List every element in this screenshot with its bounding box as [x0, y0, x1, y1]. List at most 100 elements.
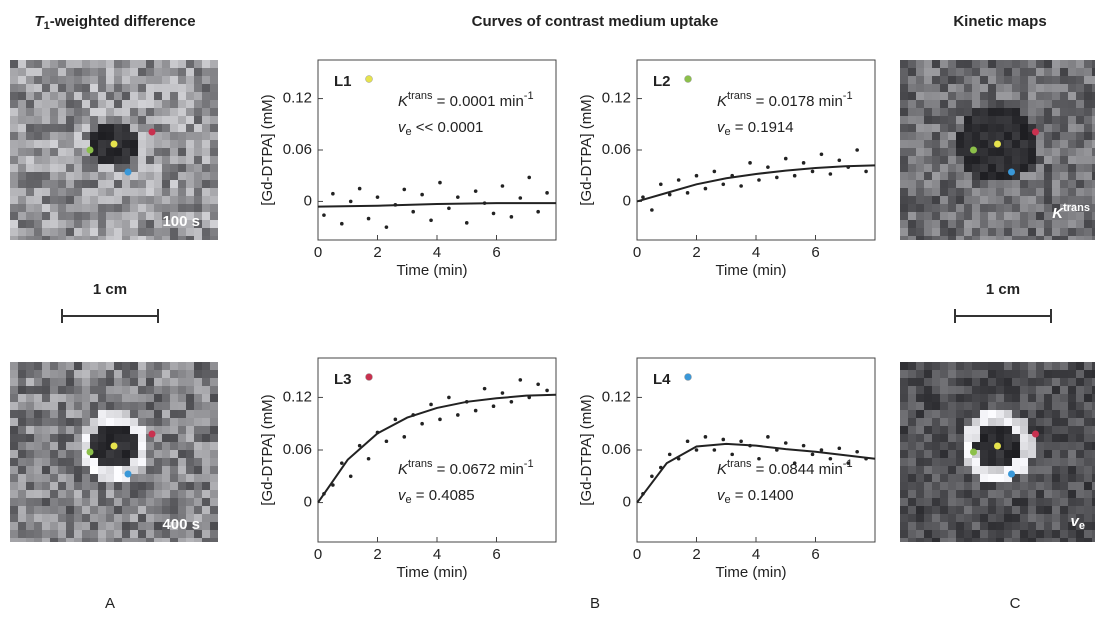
- pixel: [106, 148, 114, 156]
- pixel: [170, 506, 178, 514]
- pixel: [130, 188, 138, 196]
- y-tick-label: 0.12: [602, 90, 631, 107]
- pixel: [162, 530, 170, 538]
- pixel: [146, 84, 154, 92]
- k-unit-sup: -1: [524, 90, 534, 102]
- pixel: [154, 220, 162, 228]
- pixel: [948, 506, 956, 514]
- pixel: [58, 100, 66, 108]
- pixel: [18, 506, 26, 514]
- pixel: [34, 212, 42, 220]
- pixel: [74, 418, 82, 426]
- pixel: [956, 228, 964, 236]
- pixel: [996, 426, 1004, 434]
- pixel: [18, 522, 26, 530]
- k-unit-sup: -1: [843, 90, 853, 102]
- pixel: [114, 196, 122, 204]
- pixel: [1076, 188, 1084, 196]
- pixel: [980, 482, 988, 490]
- pixel: [940, 506, 948, 514]
- pixel: [114, 378, 122, 386]
- pixel: [18, 76, 26, 84]
- pixel: [932, 538, 940, 542]
- pixel: [964, 378, 972, 386]
- pixel: [26, 498, 34, 506]
- pixel: [916, 236, 924, 240]
- pixel: [948, 458, 956, 466]
- x-tick-label: 6: [492, 244, 500, 261]
- pixel: [1020, 506, 1028, 514]
- label-sup: trans: [1063, 202, 1090, 214]
- pixel: [996, 164, 1004, 172]
- pixel: [1092, 68, 1095, 76]
- x-tick-label: 2: [692, 546, 700, 563]
- pixel: [1092, 514, 1095, 522]
- pixel: [980, 466, 988, 474]
- pixel: [26, 458, 34, 466]
- pixel: [932, 164, 940, 172]
- pixel: [66, 490, 74, 498]
- pixel: [90, 394, 98, 402]
- pixel: [940, 482, 948, 490]
- pixel: [948, 482, 956, 490]
- pixel: [932, 394, 940, 402]
- pixel: [42, 474, 50, 482]
- pixel: [50, 116, 58, 124]
- pixel: [900, 466, 908, 474]
- pixel: [194, 498, 202, 506]
- pixel: [1076, 362, 1084, 370]
- pixel: [956, 220, 964, 228]
- pixel: [122, 124, 130, 132]
- pixel: [66, 60, 74, 68]
- pixel: [1020, 188, 1028, 196]
- pixel: [1004, 76, 1012, 84]
- pixel: [964, 60, 972, 68]
- pixel: [1092, 490, 1095, 498]
- pixel: [932, 116, 940, 124]
- pixel: [114, 84, 122, 92]
- pixel: [26, 434, 34, 442]
- pixel: [956, 92, 964, 100]
- pixel: [154, 442, 162, 450]
- pixel: [1036, 204, 1044, 212]
- pixel: [1052, 506, 1060, 514]
- pixel: [50, 228, 58, 236]
- pixel: [908, 220, 916, 228]
- pixel: [900, 228, 908, 236]
- pixel: [988, 188, 996, 196]
- pixel: [1036, 522, 1044, 530]
- pixel: [178, 402, 186, 410]
- pixel: [940, 188, 948, 196]
- pixel: [58, 172, 66, 180]
- pixel: [146, 172, 154, 180]
- pixel: [988, 116, 996, 124]
- pixel: [138, 506, 146, 514]
- pixel: [1052, 466, 1060, 474]
- pixel: [1028, 196, 1036, 204]
- pixel: [162, 84, 170, 92]
- pixel: [916, 410, 924, 418]
- pixel: [932, 386, 940, 394]
- pixel: [90, 386, 98, 394]
- pixel: [194, 92, 202, 100]
- pixel: [1028, 402, 1036, 410]
- pixel: [1020, 378, 1028, 386]
- pixel: [194, 76, 202, 84]
- pixel: [58, 370, 66, 378]
- pixel: [1084, 196, 1092, 204]
- pixel: [90, 100, 98, 108]
- pixel: [924, 108, 932, 116]
- pixel: [1052, 220, 1060, 228]
- pixel: [964, 426, 972, 434]
- pixel: [34, 148, 42, 156]
- pixel: [908, 426, 916, 434]
- pixel: [964, 386, 972, 394]
- pixel: [996, 370, 1004, 378]
- pixel: [908, 92, 916, 100]
- pixel: [146, 458, 154, 466]
- pixel: [900, 498, 908, 506]
- pixel: [1092, 236, 1095, 240]
- pixel: [10, 228, 18, 236]
- pixel: [58, 76, 66, 84]
- pixel: [964, 108, 972, 116]
